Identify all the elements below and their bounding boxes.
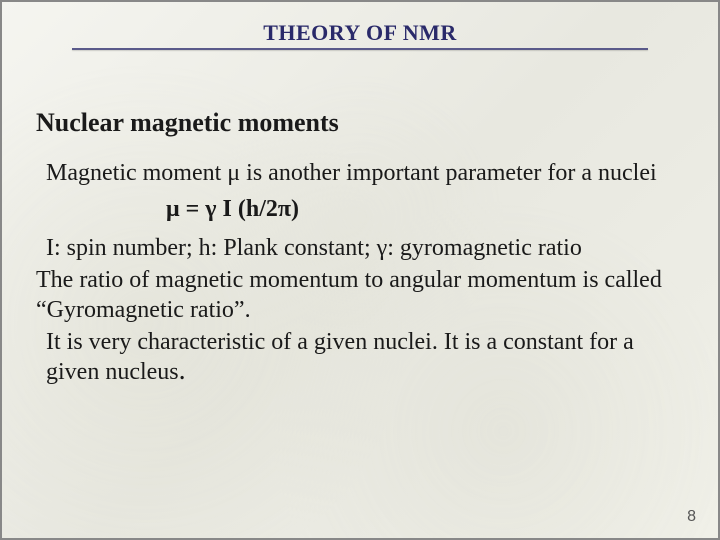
title-divider: [72, 48, 648, 50]
definitions-paragraph: I: spin number; h: Plank constant; γ: gy…: [36, 233, 684, 263]
title-wrap: THEORY OF NMR: [32, 20, 688, 50]
characteristic-text: It is very characteristic of a given nuc…: [46, 329, 634, 385]
body-text: Nuclear magnetic moments Magnetic moment…: [32, 108, 688, 387]
terminal-dot: .: [179, 355, 186, 386]
ratio-paragraph: The ratio of magnetic momentum to angula…: [36, 265, 684, 325]
characteristic-paragraph: It is very characteristic of a given nuc…: [36, 327, 684, 387]
equation: μ = γ I (h/2π): [36, 196, 684, 223]
slide-title: THEORY OF NMR: [32, 20, 688, 46]
intro-paragraph: Magnetic moment μ is another important p…: [36, 158, 684, 188]
page-number: 8: [687, 508, 696, 526]
subheading: Nuclear magnetic moments: [36, 108, 684, 138]
slide-content: THEORY OF NMR Nuclear magnetic moments M…: [2, 2, 718, 538]
